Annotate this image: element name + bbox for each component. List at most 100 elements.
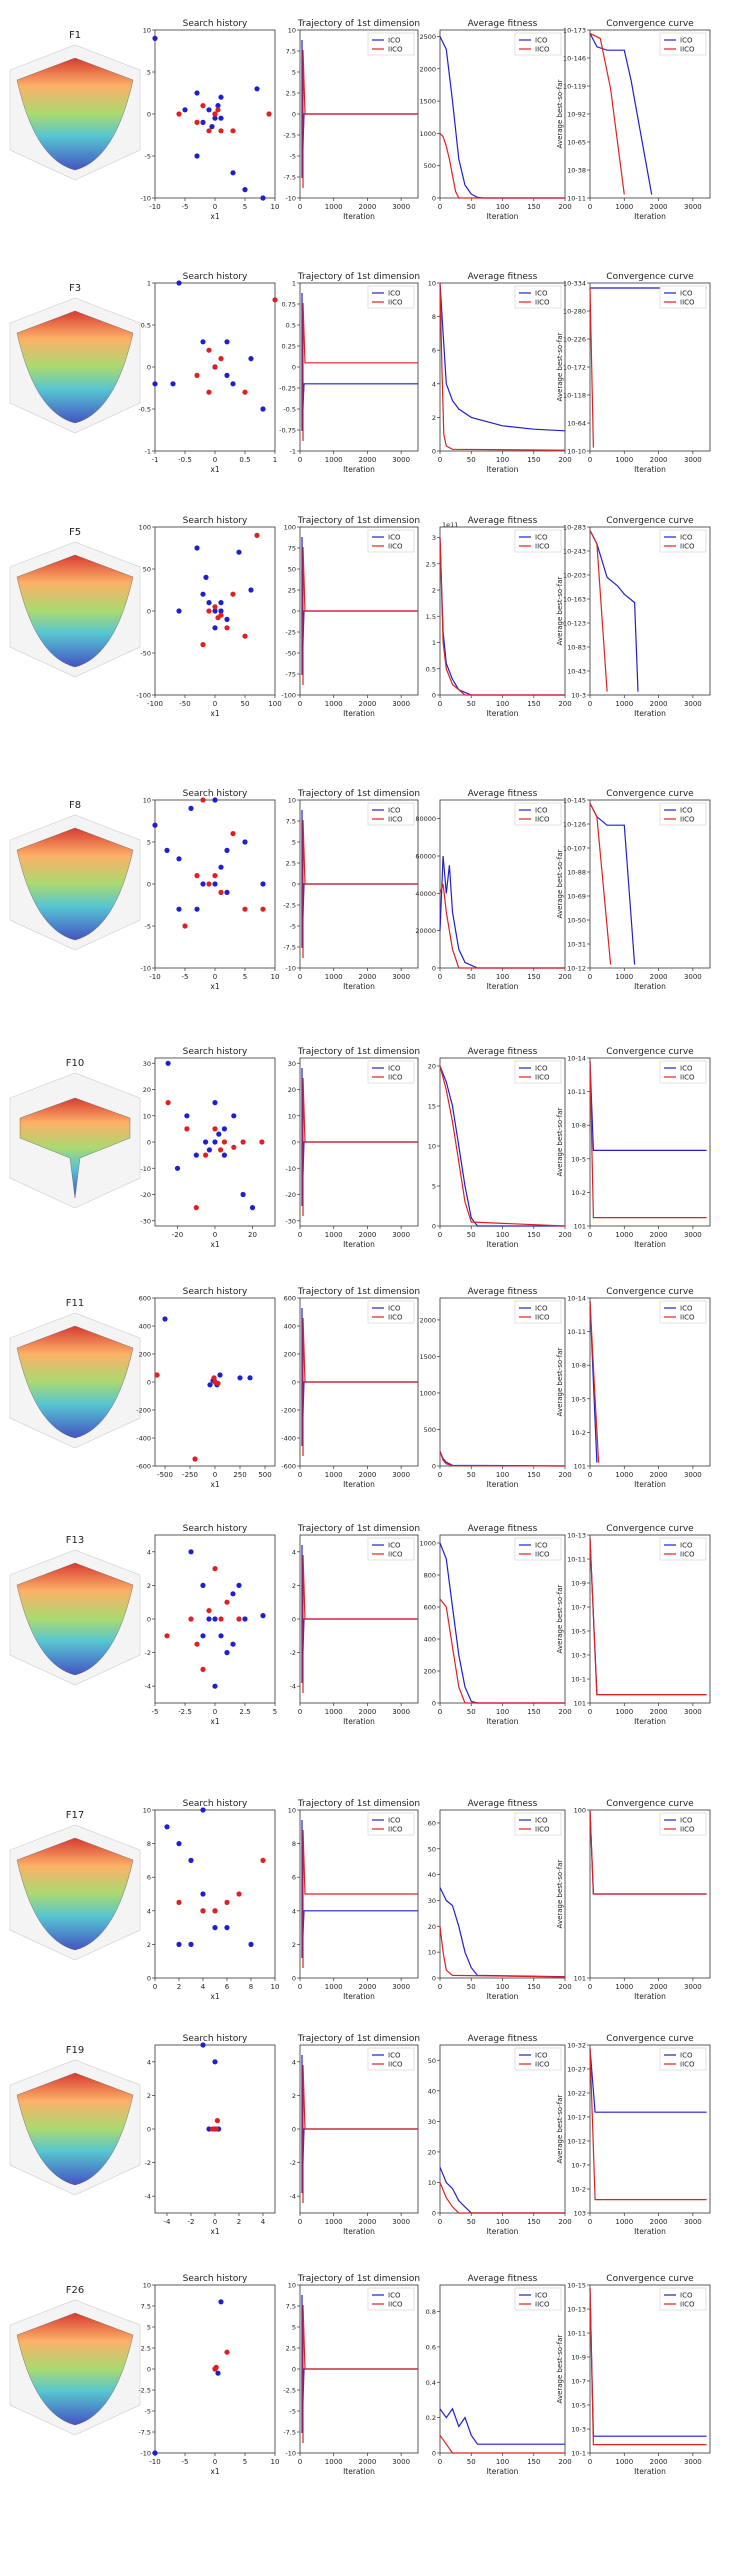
traj-legend-ico-label: ICO (388, 2052, 401, 2060)
traj-legend-ico-label: ICO (388, 2292, 401, 2300)
conv-title: Convergence curve (606, 2274, 694, 2284)
traj-iico-line (302, 1554, 418, 1693)
avg-xtick-label: 200 (558, 973, 571, 981)
conv-legend-iico-label: IICO (680, 2301, 695, 2309)
conv-ytick-label: 10-145 (563, 797, 586, 805)
conv-frame (589, 2284, 711, 2454)
avg-legend-iico-label: IICO (535, 543, 550, 551)
traj-ytick-label: 0 (292, 111, 296, 119)
avg-scale-note: 1e11 (442, 521, 458, 529)
avg-title: Average fitness (468, 1799, 538, 1809)
avg-xlabel: Iteration (487, 2467, 519, 2476)
search-ytick-label: 6 (147, 1874, 151, 1882)
search-point-ico (212, 115, 218, 121)
traj-title: Trajectory of 1st dimension (297, 1524, 420, 1534)
search-point-iico (212, 1566, 218, 1572)
avg-xtick-label: 0 (438, 456, 442, 464)
search-point-iico (236, 1891, 242, 1897)
conv-legend-iico-label: IICO (680, 46, 695, 54)
search-ytick-label: 0 (147, 1139, 151, 1147)
traj-ytick-label: 25 (288, 587, 296, 595)
search-ytick-label: -4 (145, 2193, 151, 2201)
search-point-iico (242, 633, 248, 639)
avg-legend-iico-label: IICO (535, 46, 550, 54)
avg-ytick-label: 50 (428, 1845, 436, 1853)
search-xtick-label: 0 (213, 2218, 217, 2226)
search-point-ico (212, 2059, 218, 2065)
avg-ytick-label: 400 (424, 1636, 436, 1644)
traj-ytick-label: 4 (292, 1907, 296, 1915)
traj-xtick-label: 2000 (359, 700, 377, 708)
traj-ytick-label: 200 (284, 1351, 296, 1359)
traj-ytick-label: 75 (288, 545, 296, 553)
avg-xtick-label: 150 (527, 1471, 540, 1479)
traj-ytick-label: 1 (292, 280, 296, 288)
function-label: F1 (69, 30, 81, 41)
search-xtick-label: -1 (152, 456, 159, 464)
search-ytick-label: -10 (140, 1165, 151, 1173)
search-point-ico (236, 1582, 242, 1588)
conv-xtick-label: 2000 (650, 1708, 668, 1716)
avg-ytick-label: 500 (424, 1426, 436, 1434)
search-ytick-label: 0 (147, 2126, 151, 2134)
search-point-ico (215, 2370, 221, 2376)
conv-iico-line (589, 2288, 707, 2446)
traj-ytick-label: 4 (292, 2058, 296, 2066)
search-point-ico (217, 1372, 223, 1378)
search-point-ico (215, 103, 221, 109)
traj-ytick-label: 0 (292, 2366, 296, 2374)
conv-ylabel: Average best-so-far (556, 849, 564, 918)
search-xtick-label: 10 (271, 203, 280, 211)
traj-xtick-label: 3000 (392, 456, 410, 464)
conv-xlabel: Iteration (634, 1240, 666, 1249)
conv-ytick-label: 10-7 (571, 2162, 586, 2170)
traj-legend-iico-label: IICO (388, 1074, 403, 1082)
search-ytick-label: 10 (143, 27, 151, 35)
traj-iico-line (302, 2064, 418, 2203)
conv-legend-ico-label: ICO (680, 1305, 693, 1313)
traj-xtick-label: 0 (298, 2218, 302, 2226)
search-point-ico (260, 1613, 266, 1619)
avg-xtick-label: 100 (496, 203, 509, 211)
avg-ytick-label: 30 (428, 2118, 436, 2126)
traj-ytick-label: 7.5 (286, 818, 296, 826)
avg-xtick-label: 200 (558, 2458, 571, 2466)
avg-frame (439, 1297, 566, 1467)
search-xlabel: x1 (210, 1240, 219, 1249)
search-ytick-label: 5 (147, 2324, 151, 2332)
conv-iico-line (589, 1061, 707, 1219)
row-F19: F19 Search history -4 -2 0 2 4 -4 -2 0 2 4 x1 Traject… (9, 2034, 711, 2236)
traj-ytick-label: -7.5 (283, 944, 296, 952)
traj-xtick-label: 3000 (392, 1471, 410, 1479)
surface-mesh (19, 1097, 131, 1199)
avg-ytick-label: 30 (428, 1897, 436, 1905)
search-point-iico (164, 1633, 170, 1639)
conv-legend-ico-label: ICO (680, 2052, 693, 2060)
avg-iico-line (439, 1065, 566, 1227)
search-point-ico (188, 805, 194, 812)
conv-xtick-label: 0 (588, 1471, 592, 1479)
conv-ytick-label: 10-126 (563, 821, 586, 829)
search-ytick-label: -2 (145, 1649, 151, 1657)
avg-xtick-label: 200 (558, 1471, 571, 1479)
search-point-ico (224, 372, 230, 378)
traj-ytick-label: 2 (292, 1941, 296, 1949)
traj-ytick-label: -10 (285, 1165, 296, 1173)
traj-xtick-label: 2000 (359, 1231, 377, 1239)
conv-legend-ico-label: ICO (680, 37, 693, 45)
conv-legend-ico-label: ICO (680, 2292, 693, 2300)
search-ytick-label: -400 (136, 1435, 151, 1443)
search-ytick-label: 0 (147, 1379, 151, 1387)
avg-ytick-label: 20 (428, 1923, 436, 1931)
search-point-ico (260, 881, 266, 887)
surface-mesh (16, 827, 134, 941)
traj-ytick-label: -0.25 (279, 385, 296, 393)
avg-ytick-label: 10 (428, 280, 436, 288)
search-point-iico (194, 119, 200, 125)
search-xlabel: x1 (210, 465, 219, 474)
conv-legend-iico-label: IICO (680, 1074, 695, 1082)
conv-ico-line (589, 2048, 707, 2113)
search-point-ico (188, 1857, 194, 1863)
avg-xlabel: Iteration (487, 212, 519, 221)
